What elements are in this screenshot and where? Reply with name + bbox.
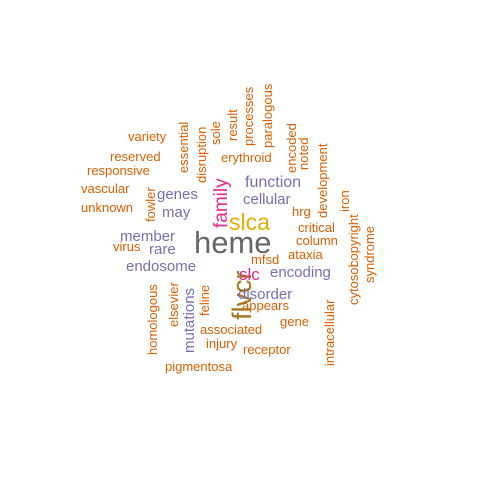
cloud-word-rare: rare <box>149 241 176 258</box>
cloud-word-associated: associated <box>200 322 262 337</box>
cloud-word-reserved: reserved <box>110 149 161 164</box>
cloud-word-fowler: fowler <box>143 187 158 222</box>
cloud-word-iron: iron <box>337 190 352 212</box>
cloud-word-homologous: homologous <box>145 284 160 355</box>
cloud-word-unknown: unknown <box>81 200 133 215</box>
cloud-word-erythroid: erythroid <box>221 150 272 165</box>
cloud-word-sole: sole <box>208 121 223 145</box>
cloud-word-appears: appears <box>242 298 289 313</box>
cloud-word-vascular: vascular <box>81 181 130 196</box>
cloud-word-encoded: encoded <box>284 123 299 173</box>
cloud-word-syndrome: syndrome <box>362 226 377 283</box>
cloud-word-pigmentosa: pigmentosa <box>165 359 233 374</box>
cloud-word-disorder: disorder <box>238 286 292 303</box>
cloud-word-endosome: endosome <box>126 258 196 275</box>
cloud-word-cellular: cellular <box>243 191 291 208</box>
cloud-word-intracellular: intracellular <box>322 299 337 366</box>
cloud-word-critical: critical <box>298 220 335 235</box>
cloud-word-gene: gene <box>280 314 309 329</box>
cloud-word-feline: feline <box>197 285 212 316</box>
cloud-word-member: member <box>120 228 175 245</box>
cloud-word-slca: slca <box>229 209 270 235</box>
cloud-word-variety: variety <box>128 129 167 144</box>
cloud-word-cytosol: cytosol <box>346 264 361 305</box>
cloud-word-receptor: receptor <box>243 342 291 357</box>
cloud-word-heme: heme <box>194 225 272 260</box>
cloud-word-column: column <box>296 233 338 248</box>
cloud-word-slc: slc <box>239 265 260 284</box>
cloud-word-encoding: encoding <box>270 264 331 281</box>
cloud-word-copyright: copyright <box>346 214 361 267</box>
cloud-word-may: may <box>162 204 191 221</box>
cloud-word-elsevier: elsevier <box>166 282 181 327</box>
cloud-word-genes: genes <box>157 186 198 203</box>
cloud-word-virus: virus <box>113 239 141 254</box>
cloud-word-mutations: mutations <box>181 288 198 353</box>
cloud-word-mfsd: mfsd <box>251 252 279 267</box>
cloud-word-disruption: disruption <box>194 127 209 183</box>
cloud-word-family: family <box>211 178 232 228</box>
cloud-word-flvcr: flvcr <box>227 271 257 321</box>
cloud-word-development: development <box>315 143 330 218</box>
cloud-word-processes: processes <box>241 86 256 146</box>
cloud-word-hrg: hrg <box>292 204 311 219</box>
cloud-word-essential: essential <box>176 122 191 173</box>
cloud-word-result: result <box>225 109 240 141</box>
cloud-word-injury: injury <box>206 336 238 351</box>
cloud-word-function: function <box>245 174 301 191</box>
cloud-word-responsive: responsive <box>87 163 150 178</box>
cloud-word-paralogous: paralogous <box>260 83 275 148</box>
cloud-word-ataxia: ataxia <box>288 247 323 262</box>
cloud-word-noted: noted <box>296 137 311 170</box>
